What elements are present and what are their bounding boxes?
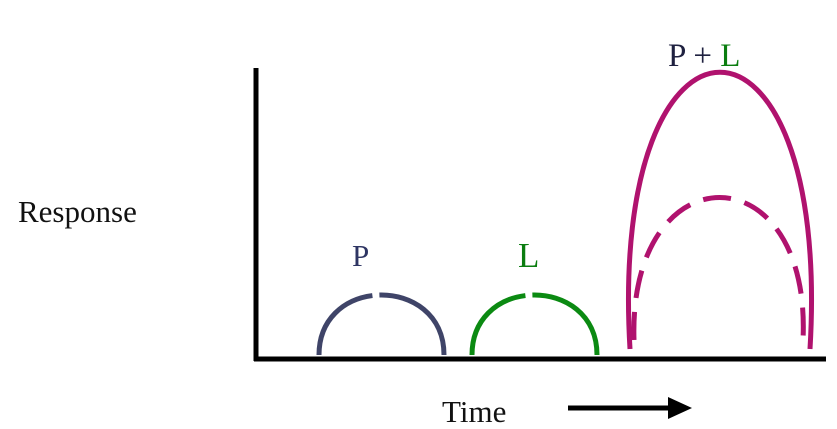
l-label: L — [518, 236, 540, 275]
p-response-curve — [316, 292, 447, 356]
additive-response-dashed-curve — [631, 195, 806, 341]
y-axis-label: Response — [18, 194, 137, 229]
combined-response-curve — [626, 69, 814, 350]
combined-label-p: P — [668, 38, 686, 74]
time-arrow-head-icon — [668, 397, 692, 419]
combined-label: P + L — [668, 40, 740, 73]
combined-label-plus: + — [693, 38, 713, 74]
l-response-curve — [469, 292, 600, 356]
x-axis-label: Time — [442, 394, 507, 429]
p-label: P — [352, 238, 370, 273]
combined-label-l: L — [720, 38, 741, 74]
